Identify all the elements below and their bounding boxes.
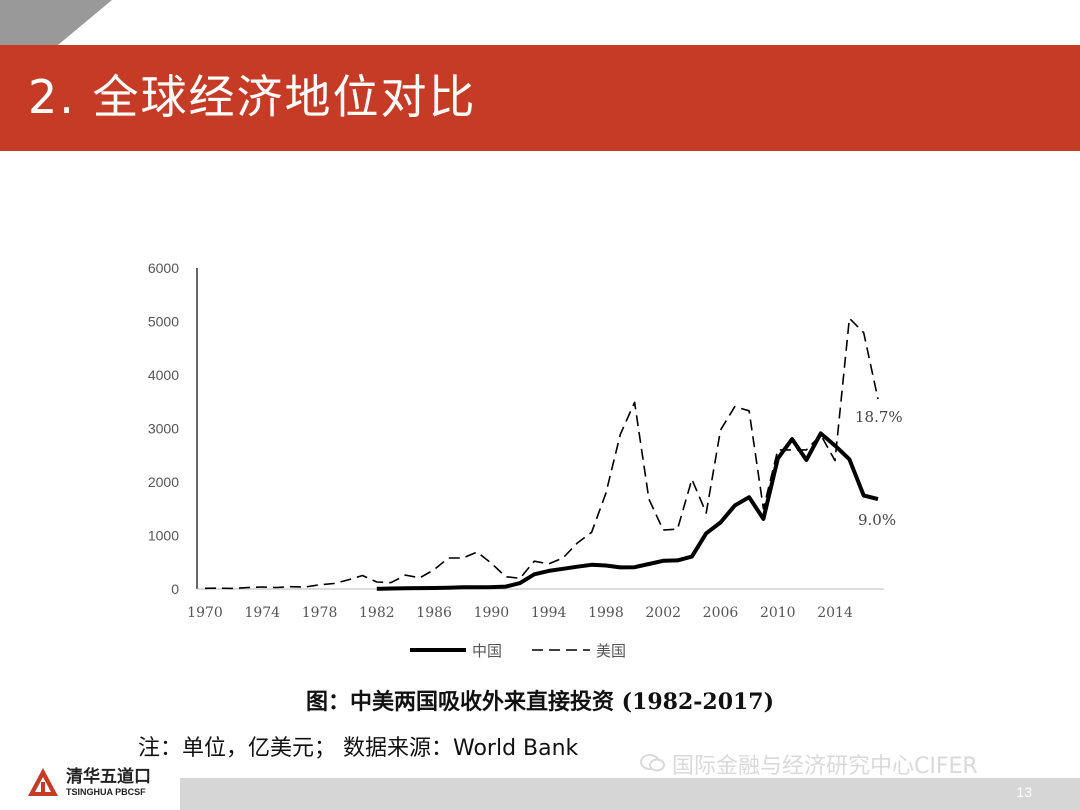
x-tick-label: 1998 (588, 605, 624, 621)
page-number: 13 (1016, 784, 1032, 800)
x-tick-label: 1970 (187, 605, 223, 621)
wechat-icon (640, 753, 666, 779)
y-tick-label: 6000 (148, 260, 179, 276)
footer-band (180, 778, 1080, 810)
x-tick-label: 2010 (760, 605, 796, 621)
y-tick-label: 3000 (148, 421, 179, 437)
annotation-label: 9.0% (858, 511, 896, 529)
x-tick-label: 1994 (531, 605, 567, 621)
x-tick-label: 1986 (416, 605, 452, 621)
fdi-line-chart: 0 1000 2000 3000 4000 5000 6000 1970 1974 1978 19… (148, 260, 903, 660)
corner-decoration (0, 0, 112, 45)
legend-label-usa: 美国 (596, 642, 626, 660)
y-tick-label: 1000 (148, 528, 179, 544)
series-line-china (376, 431, 879, 591)
y-tick-label: 2000 (148, 474, 179, 490)
logo-english-name: TSINGHUA PBCSF (66, 787, 146, 797)
title-bar (0, 45, 1080, 151)
watermark-text: 国际金融与经济研究中心CIFER (672, 754, 978, 779)
x-tick-label: 2002 (645, 605, 681, 621)
series-line-usa (204, 317, 879, 590)
data-source-note: 注：单位，亿美元； 数据来源：World Bank (138, 736, 579, 761)
tsinghua-pbcsf-logo: 清华五道口 TSINGHUA PBCSF (26, 766, 151, 800)
x-tick-label: 1974 (244, 605, 280, 621)
x-tick-label: 1978 (302, 605, 338, 621)
x-tick-label: 2006 (703, 605, 739, 621)
y-tick-label: 4000 (148, 367, 179, 383)
annotation-label: 18.7% (855, 408, 903, 426)
y-tick-label: 0 (171, 581, 179, 597)
logo-mark-icon (28, 768, 58, 796)
watermark: 国际金融与经济研究中心CIFER (640, 748, 978, 780)
x-tick-label: 1990 (474, 605, 510, 621)
slide-title: 2. 全球经济地位对比 (28, 70, 477, 124)
y-tick-label: 5000 (148, 314, 179, 330)
x-tick-label: 2014 (817, 605, 853, 621)
logo-chinese-name: 清华五道口 (66, 767, 151, 787)
x-tick-label: 1982 (359, 605, 395, 621)
chart-caption: 图：中美两国吸收外来直接投资 (1982-2017) (305, 689, 775, 715)
legend-label-china: 中国 (472, 642, 502, 660)
